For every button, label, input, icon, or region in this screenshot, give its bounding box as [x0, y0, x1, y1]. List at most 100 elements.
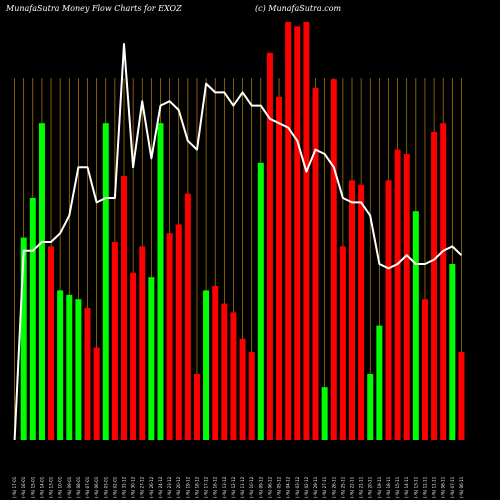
bar	[349, 180, 355, 440]
bar	[203, 290, 210, 440]
tick-label: (-%) 16-01	[21, 476, 26, 498]
bar	[321, 387, 328, 440]
bar	[431, 132, 438, 440]
bar	[276, 96, 283, 441]
brand-copyright-right: (c) MunafaSutra.com	[255, 4, 342, 13]
tick-label: (-%) 13-11	[413, 476, 418, 498]
bar	[221, 303, 228, 440]
bar	[394, 149, 401, 440]
tick-label: (-%) 12-11	[422, 476, 427, 498]
bar	[257, 162, 264, 441]
bar	[102, 123, 109, 440]
bar	[193, 374, 200, 440]
bar	[66, 294, 73, 440]
bar	[303, 22, 310, 440]
tick-label: (-%) 03-01	[103, 476, 108, 498]
bar	[57, 290, 64, 440]
bar	[248, 352, 255, 440]
tick-label: (-%) 06-01	[94, 476, 99, 498]
tick-label: (-%) 06-11	[459, 476, 464, 498]
bar	[266, 52, 273, 441]
bar	[139, 246, 146, 440]
tick-label: (-%) 21-11	[359, 476, 364, 498]
bar	[412, 211, 419, 440]
bar	[184, 193, 191, 440]
tick-label: (-%) 27-12	[140, 476, 145, 498]
tick-label: (-%) 22-11	[350, 476, 355, 498]
tick-label: (-%) 08-11	[441, 476, 446, 498]
tick-label: (-%) 04-12	[286, 476, 291, 498]
bar	[212, 286, 219, 440]
bar	[84, 308, 91, 440]
tick-label: (-%) 10-12	[249, 476, 254, 498]
bar	[175, 224, 182, 440]
tick-label: (-%) 19-12	[185, 476, 190, 498]
x-axis-tick-labels: (-%) 17-01 (-%) 16-01 (-%) 15-01 (-%) 14-01…	[12, 476, 464, 498]
tick-label: (-%) 02-12	[304, 476, 309, 498]
bar	[239, 338, 246, 440]
tick-label: (-%) 15-01	[30, 476, 35, 498]
tick-label: (-%) 13-01	[49, 476, 54, 498]
bar	[376, 325, 383, 440]
tick-label: (-%) 14-01	[39, 476, 44, 498]
tick-label: (-%) 10-01	[58, 476, 63, 498]
bar	[330, 79, 337, 440]
tick-label: (-%) 06-12	[267, 476, 272, 498]
tick-label: (-%) 29-11	[313, 476, 318, 498]
tick-label: (-%) 05-12	[277, 476, 282, 498]
money-flow-line-layer	[13, 43, 463, 441]
bar	[458, 352, 465, 440]
tick-label: (-%) 26-12	[149, 476, 154, 498]
tick-label: (-%) 17-01	[12, 476, 17, 498]
bar	[93, 347, 100, 440]
tick-label: (-%) 17-12	[204, 476, 209, 498]
bar	[157, 123, 164, 440]
tick-label: (-%) 27-11	[322, 476, 327, 498]
money-flow-line	[13, 43, 463, 441]
bar	[403, 154, 410, 440]
tick-label: (-%) 23-12	[167, 476, 172, 498]
money-flow-bars	[20, 22, 465, 441]
bar	[294, 26, 301, 441]
bar	[148, 277, 155, 440]
bar	[48, 246, 55, 440]
tick-label: (-%) 25-11	[340, 476, 345, 498]
tick-label: (-%) 31-12	[122, 476, 127, 498]
bar	[111, 242, 118, 440]
tick-label: (-%) 12-12	[231, 476, 236, 498]
bar	[166, 233, 173, 440]
tick-label: (-%) 03-12	[295, 476, 300, 498]
bar	[130, 272, 137, 440]
bar	[38, 123, 45, 440]
tick-label: (-%) 11-11	[432, 476, 437, 498]
bar	[440, 123, 447, 440]
tick-label: (-%) 24-12	[158, 476, 163, 498]
tick-label: (-%) 20-11	[368, 476, 373, 498]
tick-label: (-%) 09-12	[258, 476, 263, 498]
tick-label: (-%) 09-01	[67, 476, 72, 498]
tick-label: (-%) 18-12	[194, 476, 199, 498]
tick-label: (-%) 26-11	[331, 476, 336, 498]
bar	[230, 312, 237, 440]
bar	[358, 184, 365, 440]
tick-label: (-%) 19-11	[377, 476, 382, 498]
tick-label: (-%) 13-12	[222, 476, 227, 498]
tick-label: (-%) 14-11	[404, 476, 409, 498]
tick-label: (-%) 11-12	[240, 476, 245, 498]
bar	[449, 264, 456, 440]
tick-label: (-%) 20-12	[176, 476, 181, 498]
brand-title-left: MunafaSutra Money Flow Charts for EXOZ	[5, 4, 182, 13]
tick-label: (-%) 07-01	[85, 476, 90, 498]
bar	[367, 374, 374, 440]
tick-label: (-%) 07-11	[450, 476, 455, 498]
bar	[339, 246, 346, 440]
bar	[421, 299, 428, 440]
bar	[285, 22, 292, 440]
tick-label: (-%) 16-12	[213, 476, 218, 498]
tick-label: (-%) 15-11	[395, 476, 400, 498]
tick-label: (-%) 18-11	[386, 476, 391, 498]
bar	[385, 180, 392, 440]
tick-label: (-%) 30-12	[131, 476, 136, 498]
tick-label: (-%) 08-01	[76, 476, 81, 498]
